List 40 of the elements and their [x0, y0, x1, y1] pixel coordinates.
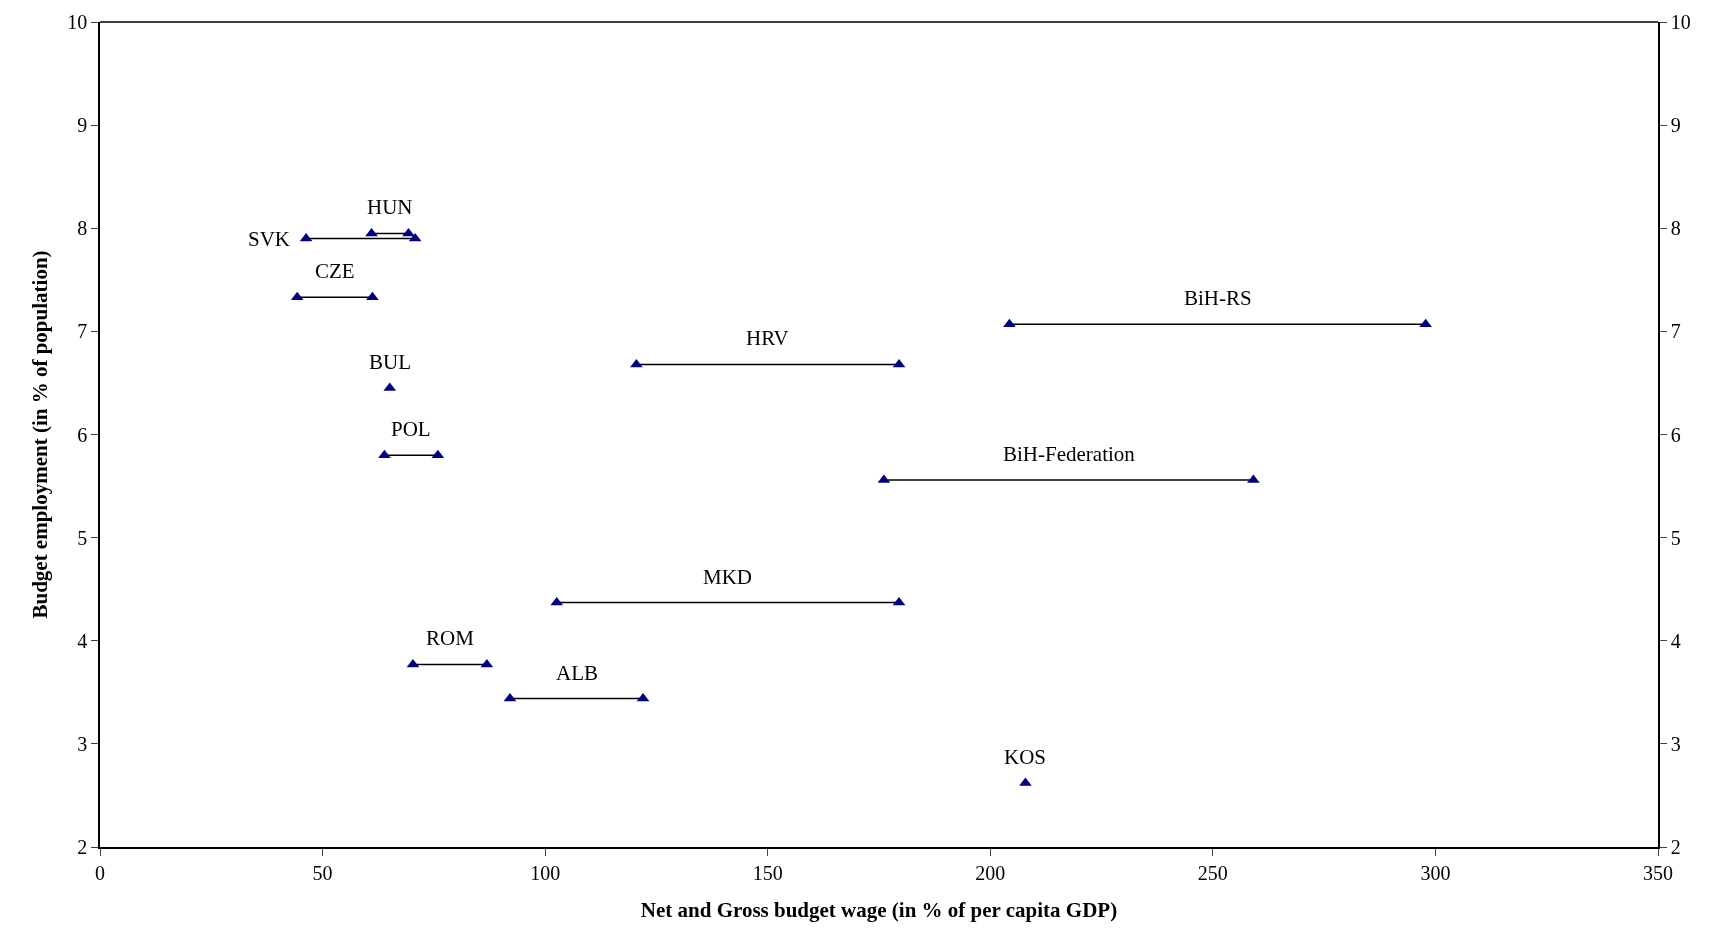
series-label: BiH-RS [1184, 286, 1252, 310]
y-tick-label: 2 [77, 836, 88, 858]
series-label: SVK [248, 227, 291, 251]
x-tick-label: 250 [1197, 861, 1228, 884]
x-tick-label: 50 [312, 861, 333, 884]
x-tick-label: 0 [95, 861, 105, 884]
y2-tick-label: 5 [1670, 526, 1681, 549]
y-tick-label: 6 [77, 423, 88, 446]
y-tick-label: 8 [77, 217, 88, 240]
x-tick-label: 300 [1420, 861, 1451, 884]
series-label: BUL [369, 350, 411, 374]
y-tick-label: 10 [67, 11, 88, 33]
y2-tick-label: 9 [1670, 114, 1681, 137]
x-tick-label: 100 [530, 861, 561, 884]
y-tick-label: 7 [77, 320, 88, 343]
series-label: MKD [703, 565, 753, 589]
y2-tick-label: 6 [1670, 423, 1681, 446]
series-label: BiH-Federation [1003, 442, 1136, 466]
x-axis-title: Net and Gross budget wage (in % of per capita GDP) [640, 898, 1118, 923]
x-tick-label: 150 [752, 861, 783, 884]
y-tick-label: 4 [77, 629, 88, 652]
x-tick-label: 350 [1643, 861, 1673, 884]
y2-tick-label: 10 [1670, 11, 1691, 33]
y-tick-label: 5 [77, 526, 88, 549]
y-tick-label: 3 [77, 732, 88, 755]
series-label: POL [391, 417, 431, 441]
series-label: ROM [426, 626, 475, 650]
series-label: KOS [1004, 745, 1047, 769]
y-tick-label: 9 [77, 114, 88, 137]
series-label: HUN [367, 195, 413, 219]
series-label: HRV [746, 326, 789, 350]
y2-tick-label: 4 [1670, 629, 1681, 652]
y2-tick-label: 7 [1670, 320, 1681, 343]
series-label: ALB [556, 661, 598, 685]
y2-tick-label: 3 [1670, 732, 1681, 755]
y2-tick-label: 2 [1670, 836, 1681, 858]
x-tick-label: 200 [975, 861, 1006, 884]
y2-tick-label: 8 [1670, 217, 1681, 240]
y-axis-title: Budget employment (in % of population) [27, 250, 52, 619]
series-label: CZE [315, 259, 355, 283]
